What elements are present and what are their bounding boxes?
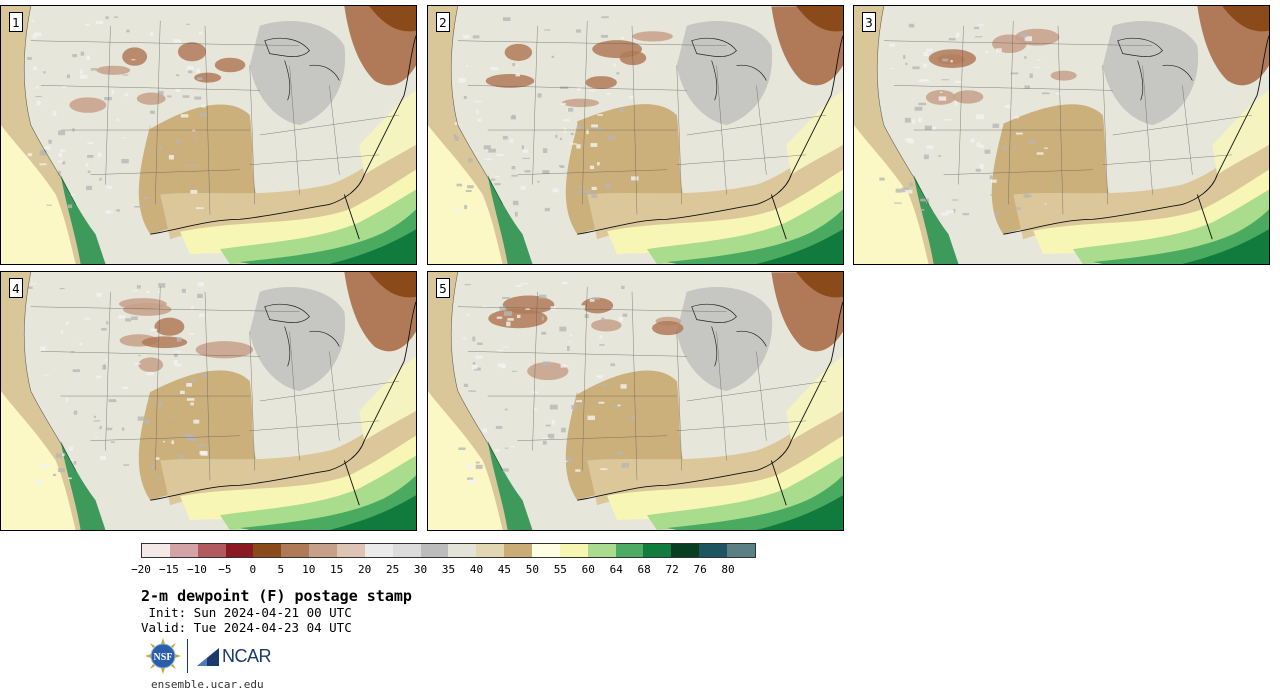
colorbar-swatch bbox=[699, 544, 728, 557]
colorbar-swatch bbox=[142, 544, 170, 557]
colorbar-tick-label: −15 bbox=[159, 563, 179, 576]
colorbar-tick-label: −10 bbox=[186, 563, 207, 576]
colorbar-tick-label: −5 bbox=[218, 563, 232, 576]
colorbar-tick-label: 60 bbox=[581, 563, 595, 576]
ncar-logo-mark bbox=[197, 648, 219, 666]
colorbar-swatch bbox=[364, 544, 393, 557]
colorbar-swatch bbox=[420, 544, 449, 557]
dewpoint-map bbox=[1, 272, 416, 530]
dewpoint-map bbox=[854, 6, 1269, 264]
colorbar-tick-label: 20 bbox=[358, 563, 372, 576]
colorbar-swatch bbox=[504, 544, 533, 557]
figure-title: 2-m dewpoint (F) postage stamp bbox=[141, 587, 412, 605]
colorbar-swatch bbox=[392, 544, 421, 557]
colorbar-swatch bbox=[337, 544, 365, 557]
postage-stamp-panel-5: 5 bbox=[427, 271, 844, 531]
dewpoint-map bbox=[428, 272, 843, 530]
member-label: 4 bbox=[9, 278, 23, 298]
member-label: 3 bbox=[862, 12, 876, 32]
colorbar-tick-label: 25 bbox=[385, 563, 400, 576]
valid-time: Valid: Tue 2024-04-23 04 UTC bbox=[141, 620, 352, 635]
colorbar-tick-label: 10 bbox=[302, 563, 316, 576]
nsf-logo: NSF bbox=[145, 638, 181, 674]
colorbar-tick-label: 40 bbox=[469, 563, 484, 576]
colorbar-tick-label: 35 bbox=[441, 563, 456, 576]
colorbar-tick-label: 55 bbox=[553, 563, 567, 576]
colorbar-tick-label: −20 bbox=[131, 563, 151, 576]
init-time: Init: Sun 2024-04-21 00 UTC bbox=[141, 605, 352, 620]
colorbar-swatch bbox=[197, 544, 226, 557]
colorbar-tick-label: 76 bbox=[693, 563, 707, 576]
ncar-wordmark: NCAR bbox=[222, 646, 272, 666]
colorbar-swatch bbox=[225, 544, 254, 557]
dewpoint-map bbox=[1, 6, 416, 264]
member-label: 5 bbox=[436, 278, 450, 298]
colorbar-tick-label: 80 bbox=[721, 563, 735, 576]
colorbar-tick-label: 30 bbox=[413, 563, 428, 576]
website-text: ensemble.ucar.edu bbox=[151, 678, 264, 691]
colorbar-swatch bbox=[643, 544, 672, 557]
colorbar-tick-label: 68 bbox=[637, 563, 651, 576]
colorbar-swatch bbox=[587, 544, 616, 557]
svg-text:NSF: NSF bbox=[154, 652, 173, 663]
colorbar-swatch bbox=[559, 544, 588, 557]
colorbar-swatch bbox=[476, 544, 505, 557]
colorbar-swatch bbox=[309, 544, 338, 557]
dewpoint-map bbox=[428, 6, 843, 264]
colorbar-tick-label: 72 bbox=[665, 563, 679, 576]
colorbar-swatch bbox=[727, 544, 755, 557]
colorbar-swatch bbox=[532, 544, 560, 557]
member-label: 1 bbox=[9, 12, 23, 32]
colorbar-tick-label: 5 bbox=[277, 563, 285, 576]
colorbar-tick-label: 0 bbox=[249, 563, 257, 576]
colorbar-swatch bbox=[615, 544, 644, 557]
colorbar-swatch bbox=[253, 544, 282, 557]
colorbar-swatch bbox=[671, 544, 700, 557]
colorbar-swatch bbox=[169, 544, 198, 557]
logos: NSF NCAR bbox=[143, 637, 278, 677]
colorbar-tick-label: 15 bbox=[330, 563, 344, 576]
member-label: 2 bbox=[436, 12, 450, 32]
postage-stamp-panel-1: 1 bbox=[0, 5, 417, 265]
colorbar-swatch bbox=[281, 544, 310, 557]
colorbar-tick-label: 45 bbox=[497, 563, 512, 576]
postage-stamp-panel-2: 2 bbox=[427, 5, 844, 265]
postage-stamp-panel-3: 3 bbox=[853, 5, 1270, 265]
colorbar-tick-labels: −20 −15 −10 −5 0 5 10 15 20 25 30 35 40 45 50 55 60 64 68 7… bbox=[131, 563, 756, 577]
colorbar-tick-label: 50 bbox=[525, 563, 539, 576]
postage-stamp-panel-4: 4 bbox=[0, 271, 417, 531]
logo-divider bbox=[187, 639, 188, 673]
colorbar-tick-label: 64 bbox=[609, 563, 623, 576]
colorbar-swatch bbox=[448, 544, 477, 557]
colorbar bbox=[141, 543, 756, 558]
